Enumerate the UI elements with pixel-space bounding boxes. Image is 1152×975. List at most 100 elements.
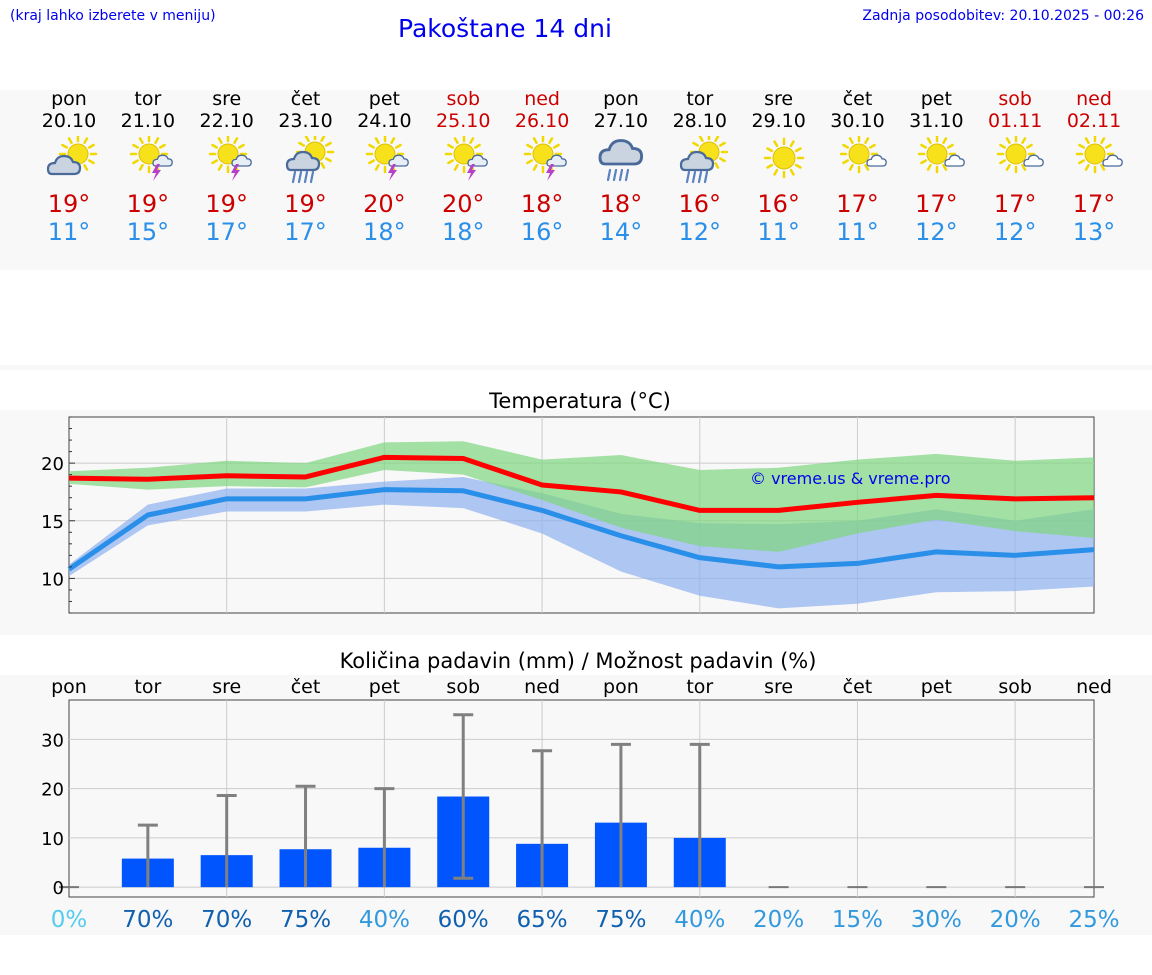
- cloud-rain-icon: [598, 139, 643, 182]
- y-tick-label: 10: [41, 829, 64, 850]
- forecast-date: 30.10: [830, 110, 885, 132]
- forecast-low: 12°: [915, 218, 958, 246]
- forecast-low: 15°: [126, 218, 170, 246]
- forecast-day-name: tor: [134, 88, 162, 110]
- day-label: sre: [212, 676, 241, 698]
- forecast-low: 17°: [205, 218, 248, 246]
- forecast-day-name: ned: [524, 88, 560, 110]
- precipitation-chance: 30%: [911, 907, 962, 933]
- precipitation-chance: 20%: [990, 907, 1041, 933]
- forecast-day: sob 25.10 20° 18°: [423, 88, 503, 246]
- min-temp-line: [67, 487, 1095, 572]
- forecast-date: 21.10: [120, 110, 176, 132]
- forecast-day: sre 22.10 19° 17°: [187, 88, 267, 246]
- sun-small-cloud-icon: [918, 136, 966, 174]
- precipitation-chance: 65%: [517, 907, 568, 933]
- forecast-day: pet 24.10 20° 18°: [344, 88, 424, 246]
- day-label: sob: [998, 676, 1032, 698]
- forecast-low: 13°: [1072, 218, 1116, 246]
- forecast-high: 19°: [126, 190, 170, 218]
- sun-cloud-rain-icon: [679, 136, 729, 184]
- error-bar: [610, 742, 631, 888]
- forecast-high: 18°: [520, 190, 564, 218]
- watermark: © vreme.us & vreme.pro: [750, 469, 951, 488]
- precipitation-chart-title: Količina padavin (mm) / Možnost padavin …: [340, 649, 817, 673]
- sun-icon: [763, 137, 804, 179]
- forecast-date: 31.10: [909, 110, 964, 132]
- forecast-date: 28.10: [672, 110, 727, 132]
- forecast-high: 19°: [205, 190, 248, 218]
- forecast-date: 23.10: [278, 110, 333, 132]
- day-label: tor: [134, 676, 161, 698]
- error-bar: [532, 749, 553, 888]
- forecast-day-name: pet: [920, 88, 952, 110]
- forecast-date: 26.10: [514, 110, 570, 132]
- sun-cloud-rain-icon: [285, 136, 334, 184]
- forecast-day-name: sre: [764, 88, 794, 110]
- forecast-high: 17°: [993, 190, 1037, 218]
- forecast-day: pon 27.10 18° 14°: [581, 88, 661, 246]
- page-title: Pakoštane 14 dni: [398, 14, 612, 43]
- forecast-high: 19°: [47, 190, 91, 218]
- forecast-low: 11°: [757, 218, 800, 246]
- precipitation-chance: 25%: [1068, 907, 1119, 933]
- precipitation-chance: 0%: [51, 907, 88, 933]
- forecast-date: 27.10: [593, 110, 649, 132]
- error-bar: [216, 794, 237, 888]
- forecast-low: 12°: [678, 218, 722, 246]
- forecast-low: 11°: [836, 218, 879, 246]
- forecast-high: 20°: [441, 190, 485, 218]
- day-label: čet: [291, 676, 321, 698]
- y-tick-label: 10: [41, 569, 64, 590]
- temperature-chart: Temperatura (°C) 10 15 20 © vreme.us & vre…: [41, 389, 1095, 614]
- forecast-day: pet 31.10 17° 12°: [896, 88, 976, 246]
- forecast-band: [0, 90, 1152, 270]
- max-range-band: [69, 441, 1094, 552]
- forecast-low: 14°: [599, 218, 643, 246]
- error-bar: [137, 823, 158, 888]
- forecast-low: 18°: [441, 218, 485, 246]
- y-tick-label: 15: [41, 512, 64, 533]
- forecast-high: 17°: [1072, 190, 1116, 218]
- forecast-day: čet 30.10 17° 11°: [818, 88, 898, 246]
- day-label: pet: [369, 676, 400, 698]
- forecast-high: 17°: [915, 190, 958, 218]
- error-bar: [295, 784, 316, 888]
- forecast-day: pon 20.10 19° 11°: [29, 88, 109, 246]
- forecast-day-name: čet: [290, 88, 321, 110]
- precipitation-chance: 60%: [438, 907, 489, 933]
- forecast-date: 25.10: [436, 110, 491, 132]
- y-tick-label: 30: [41, 730, 64, 751]
- forecast-high: 18°: [599, 190, 643, 218]
- forecast-day: ned 02.11 17° 13°: [1054, 88, 1134, 246]
- last-update: Zadnja posodobitev: 20.10.2025 - 00:26: [862, 8, 1144, 24]
- error-bar: [453, 713, 474, 880]
- sun-thunder-icon: [129, 136, 173, 181]
- forecast-day-name: sre: [212, 88, 242, 110]
- forecast-low: 12°: [993, 218, 1037, 246]
- forecast-low: 16°: [520, 218, 564, 246]
- precipitation-chance: 70%: [122, 907, 173, 933]
- y-tick-label: 20: [41, 780, 64, 801]
- sun-cloud-icon: [46, 136, 98, 176]
- forecast-day-name: sob: [446, 88, 481, 110]
- precipitation-chance: 40%: [359, 907, 410, 933]
- day-label: pon: [51, 676, 87, 698]
- sun-small-cloud-icon: [839, 136, 887, 174]
- day-label: pon: [603, 676, 639, 698]
- min-range-band: [69, 476, 1094, 609]
- forecast-low: 11°: [47, 218, 91, 246]
- sun-thunder-icon: [366, 136, 410, 181]
- forecast-high: 20°: [363, 190, 406, 218]
- error-bar: [374, 787, 395, 888]
- precipitation-chance: 75%: [595, 907, 646, 933]
- sun-thunder-icon: [208, 136, 252, 181]
- y-tick-label: 20: [41, 454, 64, 475]
- day-label: tor: [686, 676, 713, 698]
- forecast-day-name: pon: [603, 88, 639, 110]
- day-label: čet: [843, 676, 873, 698]
- location-hint: (kraj lahko izberete v meniju): [10, 8, 216, 24]
- day-label: sre: [764, 676, 793, 698]
- forecast-date: 01.11: [987, 110, 1043, 132]
- precipitation-chance: 40%: [674, 907, 725, 933]
